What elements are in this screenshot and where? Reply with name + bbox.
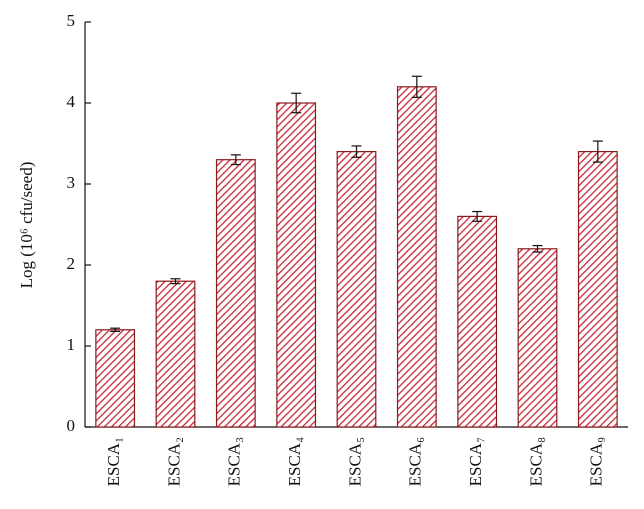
x-tick-label: ESCA₁ bbox=[104, 437, 123, 486]
y-tick-label: 4 bbox=[67, 92, 76, 111]
bar bbox=[457, 215, 498, 428]
y-tick-label: 1 bbox=[67, 335, 76, 354]
x-tick-label: ESCA₅ bbox=[345, 437, 364, 486]
bar bbox=[517, 248, 558, 428]
x-tick-label: ESCA₄ bbox=[285, 437, 304, 486]
error-bar bbox=[291, 92, 302, 114]
x-tick-label: ESCA₆ bbox=[406, 437, 425, 486]
bar bbox=[155, 280, 196, 428]
x-tick-label: ESCA₃ bbox=[225, 437, 244, 486]
bar bbox=[336, 151, 377, 428]
error-bar bbox=[411, 75, 422, 98]
y-tick-label: 2 bbox=[67, 254, 76, 273]
x-tick-label: ESCA₈ bbox=[526, 437, 545, 486]
y-tick-label: 3 bbox=[67, 173, 76, 192]
y-tick-label: 5 bbox=[67, 11, 76, 30]
error-bar bbox=[170, 278, 181, 285]
error-bar bbox=[351, 145, 362, 158]
error-bar bbox=[532, 244, 543, 253]
bar bbox=[215, 159, 256, 428]
bar bbox=[577, 151, 618, 428]
x-tick-label: ESCA₉ bbox=[587, 437, 606, 486]
error-bar bbox=[472, 210, 483, 222]
error-bar bbox=[592, 140, 603, 163]
error-bar bbox=[230, 154, 241, 166]
x-tick-label: ESCA₇ bbox=[466, 437, 485, 486]
x-tick-label: ESCA₂ bbox=[164, 437, 183, 486]
bar bbox=[396, 86, 437, 428]
bar bbox=[95, 329, 136, 428]
error-bar bbox=[110, 327, 121, 333]
bar bbox=[276, 102, 317, 428]
y-tick-label: 0 bbox=[67, 416, 76, 435]
y-axis-label: Log (10⁶ cfu/seed) bbox=[17, 162, 36, 289]
